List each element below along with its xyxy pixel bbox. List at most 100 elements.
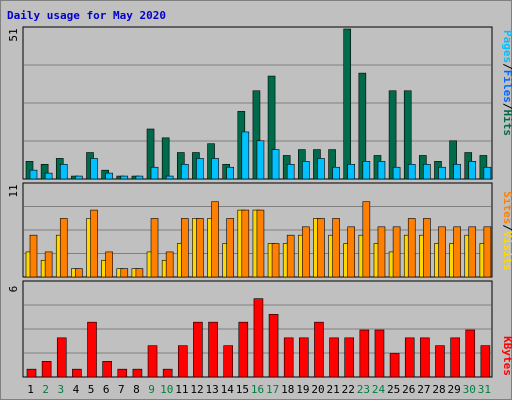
pages-bar-day-8 xyxy=(135,175,144,180)
sites-bar-day-4 xyxy=(75,268,83,278)
kbytes-bar-day-27 xyxy=(420,337,430,378)
legend-top-pages: Pages xyxy=(501,30,512,63)
hits-bar-day-2 xyxy=(40,163,49,180)
kbytes-bar-day-6 xyxy=(102,361,112,378)
kbytes-bar-day-15 xyxy=(238,321,249,378)
x-tick-label-day-22: 22 xyxy=(342,383,355,396)
sites-bar-day-16 xyxy=(256,209,265,278)
pages-bar-day-12 xyxy=(196,158,204,180)
pages-bar-day-18 xyxy=(286,163,295,180)
kbytes-bar-day-7 xyxy=(117,368,128,378)
x-tick-label-day-2: 2 xyxy=(42,383,49,396)
kbytes-bar-day-19 xyxy=(299,337,309,378)
legend-top: Pages/Files/Hits xyxy=(501,30,512,136)
sites-bar-day-31 xyxy=(483,226,492,278)
kbytes-bar-day-14 xyxy=(223,345,233,378)
x-tick-label-day-19: 19 xyxy=(296,383,309,396)
pages-bar-day-3 xyxy=(59,163,68,180)
hits-bar-day-9 xyxy=(146,128,155,180)
legend-top-hits: Hits xyxy=(501,110,512,137)
kbytes-bar-day-25 xyxy=(389,353,400,378)
legend-top-files: Files xyxy=(501,70,512,103)
x-tick-label-day-28: 28 xyxy=(432,383,445,396)
sites-bar-day-9 xyxy=(150,218,159,278)
kbytes-bar-day-16 xyxy=(253,298,264,378)
sites-bar-day-27 xyxy=(423,218,431,278)
sites-bar-day-6 xyxy=(105,251,113,278)
pages-bar-day-29 xyxy=(453,163,461,180)
hits-bar-day-26 xyxy=(403,90,412,180)
kbytes-bar-day-5 xyxy=(87,321,97,378)
x-tick-label-day-8: 8 xyxy=(133,383,140,396)
sites-bar-day-11 xyxy=(180,218,189,278)
sites-bar-day-29 xyxy=(453,226,461,278)
sites-bar-day-8 xyxy=(135,268,144,278)
sites-bar-day-20 xyxy=(317,218,325,278)
sites-bar-day-1 xyxy=(29,234,38,278)
pages-bar-day-9 xyxy=(150,166,159,180)
sites-bar-day-28 xyxy=(438,226,446,278)
pages-bar-day-26 xyxy=(407,163,416,180)
kbytes-bar-day-8 xyxy=(132,368,143,378)
kbytes-bar-day-26 xyxy=(404,337,415,378)
pages-bar-day-1 xyxy=(29,169,38,180)
top-ymax-label: 51 xyxy=(7,28,20,41)
sites-bar-day-14 xyxy=(226,218,234,278)
hits-bar-day-10 xyxy=(161,137,170,180)
sites-bar-day-17 xyxy=(271,243,280,278)
kbytes-bar-day-10 xyxy=(162,368,173,378)
kbytes-bar-day-24 xyxy=(374,329,385,378)
x-tick-label-day-6: 6 xyxy=(103,383,110,396)
x-tick-label-day-27: 27 xyxy=(417,383,430,396)
sites-bar-day-26 xyxy=(407,218,416,278)
hits-bar-day-17 xyxy=(267,75,276,180)
sites-bar-day-12 xyxy=(196,218,204,278)
x-tick-label-day-31: 31 xyxy=(478,383,491,396)
sites-bar-day-24 xyxy=(377,226,386,278)
sites-bar-day-10 xyxy=(165,251,174,278)
bottom-ymax-label: 6 xyxy=(7,286,20,293)
sites-bar-day-13 xyxy=(211,201,219,278)
kbytes-bar-day-23 xyxy=(359,329,370,378)
legend-bottom-kbytes: KBytes xyxy=(501,336,512,376)
kbytes-bar-day-4 xyxy=(72,368,82,378)
kbytes-bar-day-20 xyxy=(314,321,324,378)
pages-bar-day-7 xyxy=(120,175,129,180)
x-tick-label-day-29: 29 xyxy=(448,383,461,396)
sites-bar-day-15 xyxy=(241,209,250,278)
pages-bar-day-19 xyxy=(302,161,310,180)
pages-bar-day-15 xyxy=(241,131,250,180)
kbytes-bar-day-3 xyxy=(56,337,67,378)
x-tick-label-day-15: 15 xyxy=(236,383,249,396)
hits-bar-day-21 xyxy=(328,149,336,180)
hits-bar-day-25 xyxy=(388,90,397,180)
x-tick-label-day-10: 10 xyxy=(160,383,173,396)
sites-bar-day-23 xyxy=(362,201,371,278)
sites-bar-day-21 xyxy=(332,218,340,278)
kbytes-bar-day-17 xyxy=(268,314,279,378)
pages-bar-day-28 xyxy=(438,166,446,180)
hits-bar-day-29 xyxy=(449,140,457,180)
kbytes-bar-day-9 xyxy=(147,345,158,378)
x-tick-label-day-17: 17 xyxy=(266,383,279,396)
kbytes-bar-day-18 xyxy=(283,337,294,378)
sites-bar-day-2 xyxy=(44,251,53,278)
legend-middle-visits: Visits xyxy=(501,231,512,271)
hits-bar-day-23 xyxy=(358,72,367,180)
pages-bar-day-23 xyxy=(362,161,371,180)
pages-bar-day-24 xyxy=(377,161,386,180)
legend-middle-sites: Sites xyxy=(501,191,512,224)
pages-bar-day-5 xyxy=(90,158,98,180)
kbytes-bar-day-30 xyxy=(465,329,476,378)
pages-bar-day-31 xyxy=(483,166,492,180)
x-tick-label-day-16: 16 xyxy=(251,383,264,396)
x-tick-label-day-1: 1 xyxy=(27,383,34,396)
hits-bar-day-22 xyxy=(343,28,352,180)
x-tick-label-day-21: 21 xyxy=(327,383,340,396)
sites-bar-day-7 xyxy=(120,268,129,278)
x-tick-label-day-9: 9 xyxy=(148,383,155,396)
kbytes-bar-day-28 xyxy=(435,345,445,378)
legend-top-separator: / xyxy=(501,63,512,70)
